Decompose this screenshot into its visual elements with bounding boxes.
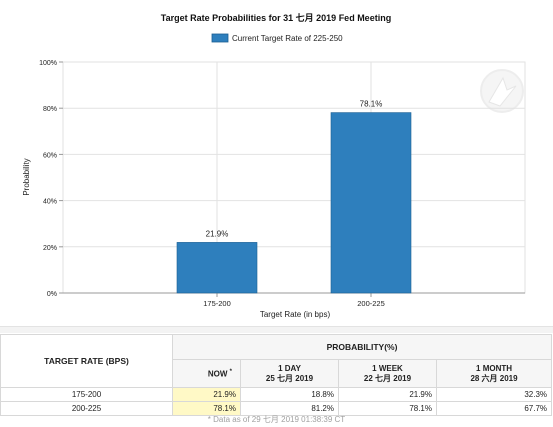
- y-tick-label: 40%: [43, 199, 57, 206]
- legend[interactable]: Current Target Rate of 225-250: [211, 33, 343, 43]
- probability-table: TARGET RATE (BPS) PROBABILITY(%) NOW * 1…: [0, 334, 553, 416]
- y-tick-label: 60%: [43, 152, 57, 159]
- x-tick-label: 200-225: [357, 299, 385, 308]
- y-axis-label: Probability: [22, 158, 31, 195]
- one-week-value-cell: 21.9%: [338, 387, 437, 402]
- table-row: 200-225 78.1% 81.2% 78.1% 67.7%: [0, 401, 553, 416]
- bar-200-225[interactable]: [330, 112, 412, 294]
- rate-cell: 175-200: [0, 387, 173, 402]
- one-month-label: 1 MONTH: [476, 363, 513, 373]
- one-day-column-header: 1 DAY 25 七月 2019: [240, 359, 339, 388]
- x-axis-label: Target Rate (in bps): [260, 310, 331, 319]
- one-month-value-cell: 67.7%: [435, 401, 553, 416]
- one-month-column-header: 1 MONTH 28 六月 2019: [435, 359, 553, 388]
- data-timestamp-note: * Data as of 29 七月 2019 01:38:39 CT: [207, 415, 346, 424]
- chart-area: Target Rate Probabilities for 31 七月 2019…: [22, 12, 526, 319]
- chart-title: Target Rate Probabilities for 31 七月 2019…: [161, 12, 391, 23]
- bar-value-label: 21.9%: [206, 229, 229, 238]
- now-column-header: NOW *: [172, 359, 241, 388]
- legend-label: Current Target Rate of 225-250: [232, 34, 343, 43]
- table-row: 175-200 21.9% 18.8% 21.9% 32.3%: [0, 387, 553, 402]
- one-month-value-cell: 32.3%: [435, 387, 553, 402]
- section-divider: [0, 326, 553, 333]
- table-header-row: TARGET RATE (BPS) PROBABILITY(%): [0, 334, 553, 388]
- bar-value-label: 78.1%: [360, 100, 383, 109]
- now-value-cell: 21.9%: [172, 387, 241, 402]
- x-tick-label: 175-200: [203, 299, 231, 308]
- bar-175-200[interactable]: [176, 242, 258, 294]
- one-week-date: 22 七月 2019: [363, 373, 412, 383]
- now-footnote-mark: *: [229, 369, 232, 376]
- one-month-date: 28 六月 2019: [470, 373, 518, 383]
- y-tick-label: 100%: [39, 60, 57, 67]
- bars: 21.9% 78.1%: [176, 100, 412, 294]
- legend-swatch: [211, 33, 229, 43]
- one-day-label: 1 DAY: [278, 363, 301, 373]
- table-subheader-row: NOW * 1 DAY 25 七月 2019 1 WEEK 22 七月 2019 1…: [1, 359, 553, 388]
- plot-frame: [62, 61, 526, 294]
- bar-chart: Target Rate Probabilities for 31 七月 2019…: [22, 12, 526, 319]
- target-rate-header: TARGET RATE (BPS): [0, 334, 173, 388]
- watermark-logo: [480, 69, 524, 113]
- now-label: NOW: [207, 369, 228, 379]
- one-week-column-header: 1 WEEK 22 七月 2019: [338, 359, 437, 388]
- y-tick-label: 0%: [47, 291, 57, 298]
- y-tick-label: 80%: [43, 106, 57, 113]
- gridlines: [62, 61, 526, 294]
- one-week-label: 1 WEEK: [372, 363, 403, 373]
- axes: 0% 20% 40% 60% 80% 100% 175-200 200-225: [39, 60, 525, 308]
- one-day-value-cell: 18.8%: [240, 387, 339, 402]
- probability-header: PROBABILITY(%): [171, 334, 553, 360]
- now-value-cell: 78.1%: [172, 401, 241, 416]
- one-day-date: 25 七月 2019: [265, 373, 314, 383]
- y-tick-label: 20%: [43, 245, 57, 252]
